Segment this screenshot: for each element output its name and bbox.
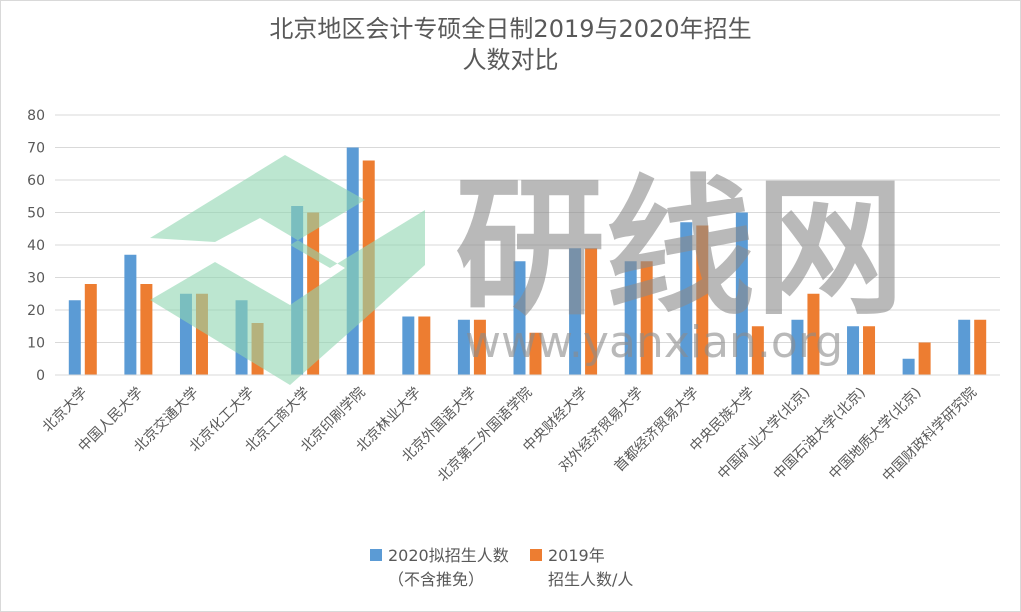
bar-2020: [569, 248, 582, 375]
x-axis: 北京大学中国人民大学北京交通大学北京化工大学北京工商大学北京印刷学院北京林业大学…: [40, 374, 1000, 485]
bar-2020: [680, 222, 693, 375]
bar-2019: [140, 284, 153, 375]
bar-2019: [751, 326, 764, 375]
bar-2020: [847, 326, 860, 375]
bar-2019: [863, 326, 876, 375]
bar-2020: [624, 261, 637, 375]
legend-swatch-2019: [530, 549, 542, 561]
y-tick-label: 50: [27, 206, 45, 222]
x-tick-label: 中国地质大学(北京): [826, 385, 924, 483]
bar-2019: [807, 293, 820, 375]
x-tick-label: 北京第二外国语学院: [434, 384, 535, 485]
chart-title-line-2: 人数对比: [462, 46, 559, 74]
chart-title: 北京地区会计专硕全日制2019与2020年招生 人数对比: [0, 14, 1021, 76]
y-tick-label: 0: [36, 368, 45, 384]
y-tick-label: 40: [27, 238, 45, 254]
bar-2019: [84, 284, 97, 375]
x-tick-label: 北京大学: [40, 385, 91, 436]
y-axis: 0 10 20 30 40 50 60 70 80: [27, 108, 45, 384]
watermark-url: www.yanxian.org: [465, 317, 843, 368]
y-tick-label: 70: [27, 141, 45, 157]
watermark-name: 研线网: [455, 162, 905, 336]
bar-2019: [418, 316, 431, 375]
bar-2020: [457, 319, 470, 375]
bar-2020: [402, 316, 415, 375]
bar-2019: [640, 261, 653, 375]
bar-2020: [68, 300, 81, 375]
bar-2019: [585, 248, 598, 375]
bar-2020: [902, 358, 915, 375]
legend: 2020拟招生人数 （不含推免） 2019年 招生人数/人: [370, 546, 633, 589]
x-tick-label: 中国矿业大学(北京): [715, 385, 813, 483]
chart-title-line-1: 北京地区会计专硕全日制2019与2020年招生: [269, 15, 752, 43]
bar-2020: [791, 319, 804, 375]
y-tick-label: 80: [27, 108, 45, 124]
bar-2019: [529, 332, 542, 375]
bar-2019: [918, 342, 931, 375]
legend-label-2019-note: 招生人数/人: [548, 570, 633, 589]
x-tick-label: 中国财政科学研究院: [880, 385, 980, 485]
bar-2020: [958, 319, 971, 375]
y-tick-label: 20: [27, 303, 45, 319]
y-tick-label: 30: [27, 271, 45, 287]
watermark-logo-icon: [150, 155, 425, 385]
y-tick-label: 60: [27, 173, 45, 189]
x-tick-label: 中国石油大学(北京): [771, 385, 869, 483]
bar-2020: [735, 212, 748, 375]
watermark: 研线网 www.yanxian.org: [455, 162, 905, 368]
bar-2019: [473, 319, 486, 375]
legend-label-2019: 2019年: [548, 546, 605, 565]
legend-swatch-2020: [370, 549, 382, 561]
legend-label-2020-note: （不含推免）: [388, 570, 484, 589]
bar-2019: [696, 225, 709, 375]
bar-2019: [974, 319, 987, 375]
bar-2020: [513, 261, 526, 375]
legend-label-2020: 2020拟招生人数: [388, 546, 509, 565]
bar-2020: [124, 254, 137, 375]
y-tick-label: 10: [27, 336, 45, 352]
